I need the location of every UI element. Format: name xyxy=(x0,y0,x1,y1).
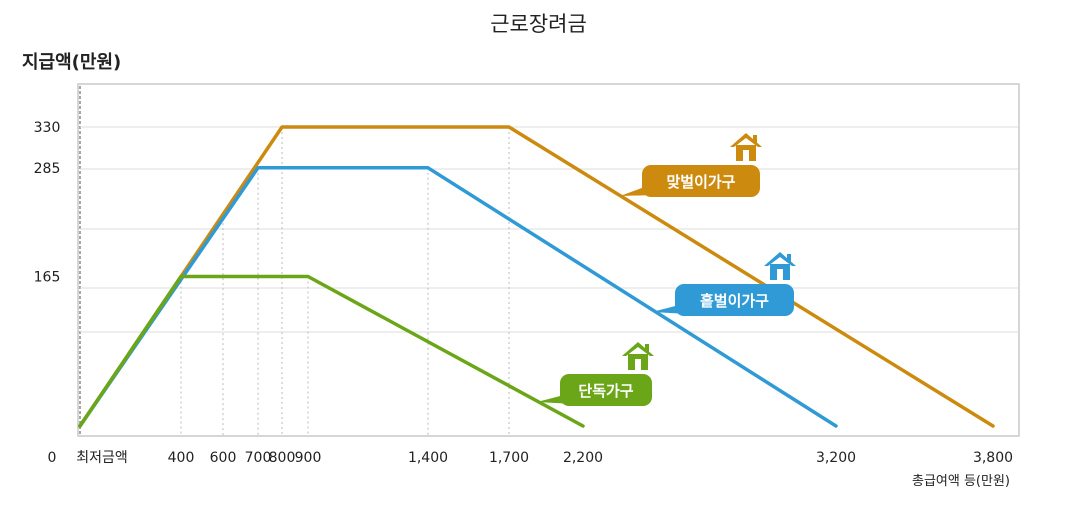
badge-box xyxy=(642,165,760,197)
origin-tick-label: 0 xyxy=(48,450,57,466)
x-tick-label: 400 xyxy=(168,450,195,466)
series-legend-badge: 맞벌이가구 xyxy=(620,133,762,197)
x-tick-label: 900 xyxy=(295,450,322,466)
x-tick-label: 1,700 xyxy=(489,450,529,466)
series-name-label: 홑벌이가구 xyxy=(700,292,769,310)
x-axis-label: 총급여액 등(만원) xyxy=(912,474,1010,489)
series-name-label: 단독가구 xyxy=(578,382,633,400)
x-tick-label: 3,200 xyxy=(816,450,856,466)
y-tick-label: 330 xyxy=(34,120,61,136)
series-legend-badge: 단독가구 xyxy=(537,342,654,406)
x-tick-label: 2,200 xyxy=(563,450,603,466)
series-legend-badge: 홑벌이가구 xyxy=(652,252,796,316)
y-tick-label: 165 xyxy=(34,270,61,286)
house-icon xyxy=(764,252,796,280)
badge-box xyxy=(675,284,794,316)
series-line xyxy=(78,274,585,428)
x-tick-label: 700 xyxy=(245,450,272,466)
plot-area xyxy=(77,83,1020,437)
series-name-label: 맞벌이가구 xyxy=(666,173,735,191)
chart-title: 근로장려금 xyxy=(490,12,587,36)
x-tick-label: 600 xyxy=(210,450,237,466)
house-icon xyxy=(730,133,762,161)
x-tick-label: 800 xyxy=(269,450,296,466)
y-axis-label: 지급액(만원) xyxy=(22,52,122,73)
house-icon xyxy=(622,342,654,370)
x-tick-label: 1,400 xyxy=(408,450,448,466)
y-tick-label: 285 xyxy=(34,161,61,177)
min-wage-tick-label: 최저금액 xyxy=(76,450,128,466)
badge-box xyxy=(560,374,652,406)
x-tick-label: 3,800 xyxy=(973,450,1013,466)
